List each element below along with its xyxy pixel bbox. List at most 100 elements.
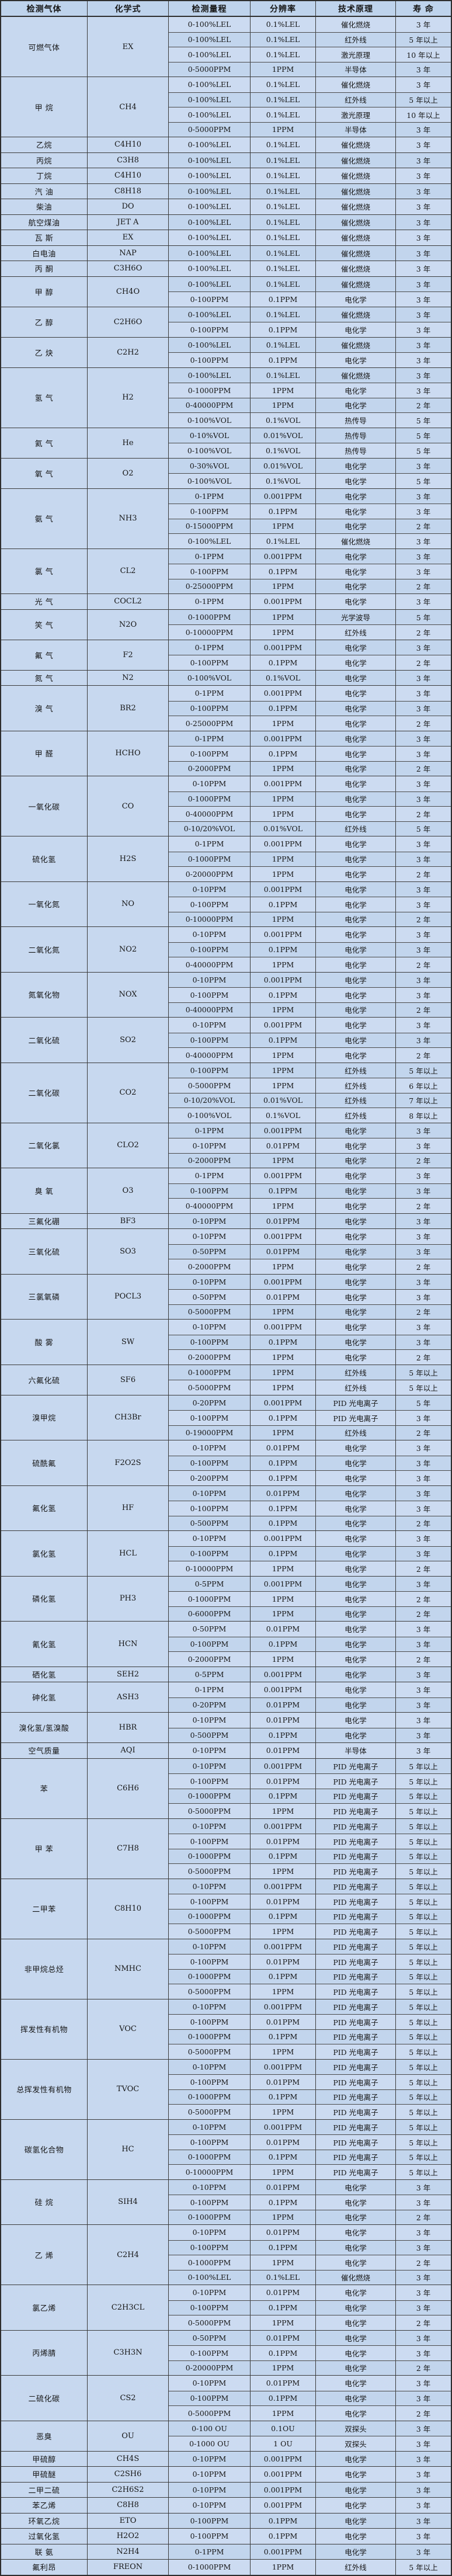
resolution-cell: 1PPM xyxy=(251,852,316,866)
range-cell: 0-10PPM xyxy=(169,2451,251,2466)
gas-name-cell: 甲 苯 xyxy=(1,1818,88,1879)
sensor-spec-row: 0-10000PPM 1PPM 电化学 2 年 xyxy=(169,911,451,926)
gas-group-row: 恶臭 OU 0-100 OU 0.1OU 双探头 3 年 0-1000 OU 1 OU 双探头 3… xyxy=(1,2421,451,2452)
resolution-cell: 1PPM xyxy=(251,625,316,640)
spec-subrows: 0-100%VOL 0.1%VOL 电化学 3 年 xyxy=(169,670,451,685)
resolution-cell: 0.001PPM xyxy=(251,1018,316,1033)
gas-group-row: 甲 醇 CH4O 0-100%LEL 0.1%LEL 催化燃烧 3 年 0-100PPM 0.… xyxy=(1,276,451,307)
sensor-spec-row: 0-100PPM 0.1PPM 电化学 3 年 xyxy=(169,352,451,367)
range-cell: 0-1000PPM xyxy=(169,1969,251,1984)
chemical-formula-cell: C2H6O xyxy=(88,307,169,337)
principle-cell: 电化学 xyxy=(316,1259,396,1274)
chemical-formula-cell: AQI xyxy=(88,1743,169,1758)
range-cell: 0-1000PPM xyxy=(169,2560,251,2575)
sensor-spec-row: 0-200PPM 0.1PPM 电化学 3 年 xyxy=(169,1470,451,1485)
range-cell: 0-50PPM xyxy=(169,1244,251,1259)
spec-subrows: 0-10PPM 0.001PPM 电化学 3 年 xyxy=(169,2482,451,2497)
lifespan-cell: 2 年 xyxy=(416,401,431,411)
range-cell: 0-15000PPM xyxy=(169,519,251,533)
range-cell: 0-100PPM xyxy=(169,1063,251,1078)
range-cell: 0-10000PPM xyxy=(169,1561,251,1576)
sensor-spec-row: 0-100PPM 0.1PPM 电化学 3 年 xyxy=(169,700,451,716)
gas-name-cell: 挥发性有机物 xyxy=(1,1999,88,2059)
spec-subrows: 0-10PPM 0.001PPM 电化学 3 年 0-100PPM 0.1PPM 电化学 3 … xyxy=(169,1320,451,1365)
resolution-cell: 0.01PPM xyxy=(251,1774,316,1789)
sensor-spec-row: 0-1000PPM 1PPM 光学波导 5 年 xyxy=(169,609,451,624)
lifespan-cell: 3 年 xyxy=(416,1459,431,1468)
gas-group-row: 氧 气 O2 0-30%VOL 0.01%VOL 电化学 3 年 0-100%VOL 0.1%… xyxy=(1,458,451,489)
principle-cell: PID 光电离子 xyxy=(316,1849,396,1863)
range-cell: 0-500PPM xyxy=(169,1728,251,1742)
lifespan-cell: 5 年以上 xyxy=(409,1807,438,1816)
sensor-spec-row: 0-1000PPM 1PPM 电化学 2 年 xyxy=(169,2255,451,2270)
lifespan-cell: 3 年 xyxy=(416,2485,431,2495)
lifespan-cell: 5 年 xyxy=(416,613,431,622)
lifespan-cell: 3 年 xyxy=(416,295,431,304)
lifespan-cell: 5 年以上 xyxy=(409,1942,438,1952)
resolution-cell: 0.1%LEL xyxy=(251,199,316,214)
sensor-spec-row: 0-25000PPM 1PPM 电化学 2 年 xyxy=(169,716,451,731)
gas-name-cell: 甲 烷 xyxy=(1,77,88,137)
resolution-cell: 0.1PPM xyxy=(251,1728,316,1742)
principle-cell: 电化学 xyxy=(316,807,396,821)
principle-cell: 激光原理 xyxy=(316,107,396,122)
gas-name-cell: 非甲烷总烃 xyxy=(1,1939,88,1999)
resolution-cell: 0.001PPM xyxy=(251,1939,316,1954)
chemical-formula-cell: NMHC xyxy=(88,1939,169,1999)
principle-cell: 电化学 xyxy=(316,1592,396,1606)
chemical-formula-cell: C3H8 xyxy=(88,152,169,168)
principle-cell: 电化学 xyxy=(316,2529,396,2544)
gas-group-row: 氟化氢 HF 0-10PPM 0.01PPM 电化学 3 年 0-100PPM 0.1PPM 电… xyxy=(1,1485,451,1531)
principle-cell: 催化燃烧 xyxy=(316,230,396,245)
sensor-spec-row: 0-500PPM 0.1PPM 电化学 3 年 xyxy=(169,1727,451,1742)
lifespan-cell: 5 年以上 xyxy=(409,1822,438,1831)
principle-cell: 电化学 xyxy=(316,2240,396,2255)
lifespan-cell: 5 年以上 xyxy=(409,1852,438,1862)
resolution-cell: 1PPM xyxy=(251,1592,316,1606)
chemical-formula-cell: COCL2 xyxy=(88,594,169,609)
principle-cell: 电化学 xyxy=(316,1637,396,1651)
principle-cell: 电化学 xyxy=(316,897,396,912)
resolution-cell: 0.001PPM xyxy=(251,972,316,987)
resolution-cell: 0.1%LEL xyxy=(251,2270,316,2285)
lifespan-cell: 3 年 xyxy=(416,218,431,227)
resolution-cell: 1PPM xyxy=(251,1380,316,1395)
sensor-spec-row: 0-50PPM 0.01PPM 电化学 3 年 xyxy=(169,1244,451,1259)
resolution-cell: 1PPM xyxy=(251,957,316,972)
range-cell: 0-10PPM xyxy=(169,1229,251,1244)
sensor-spec-row: 0-25000PPM 1PPM 电化学 2 年 xyxy=(169,578,451,593)
principle-cell: 电化学 xyxy=(316,2225,396,2240)
sensor-spec-row: 0-40000PPM 1PPM 电化学 2 年 xyxy=(169,1047,451,1063)
gas-name-cell: 二氧化氮 xyxy=(1,927,88,972)
lifespan-cell: 3 年 xyxy=(416,552,431,561)
principle-cell: 催化燃烧 xyxy=(316,152,396,168)
sensor-spec-row: 0-2000PPM 1PPM 电化学 2 年 xyxy=(169,1651,451,1667)
gas-group-row: 乙 炔 C2H2 0-100%LEL 0.1%LEL 催化燃烧 3 年 0-100PPM 0.… xyxy=(1,337,451,368)
range-cell: 0-100%LEL xyxy=(169,152,251,168)
gas-group-row: 一氧化氮 NO 0-10PPM 0.001PPM 电化学 3 年 0-100PPM 0.1PP… xyxy=(1,881,451,927)
principle-cell: 双探头 xyxy=(316,2436,396,2451)
principle-cell: 红外线 xyxy=(316,32,396,47)
lifespan-cell: 2 年 xyxy=(416,628,431,637)
range-cell: 0-100PPM xyxy=(169,1774,251,1789)
gas-name-cell: 空气质量 xyxy=(1,1743,88,1758)
principle-cell: 电化学 xyxy=(316,579,396,593)
spec-subrows: 0-1PPM 0.001PPM 电化学 3 年 0-100PPM 0.1PPM 电化学 3 年… xyxy=(169,1168,451,1213)
range-cell: 0-100PPM xyxy=(169,747,251,761)
sensor-spec-row: 0-100%LEL 0.1%LEL 催化燃烧 3 年 xyxy=(169,214,451,230)
resolution-cell: 0.1%VOL xyxy=(251,474,316,488)
gas-group-row: 总挥发性有机物 TVOC 0-10PPM 0.001PPM PID 光电离子 5 年以上 0… xyxy=(1,2059,451,2120)
sensor-spec-row: 0-100%LEL 0.1%LEL 催化燃烧 3 年 xyxy=(169,152,451,168)
principle-cell: 红外线 xyxy=(316,1078,396,1093)
principle-cell: 电化学 xyxy=(316,383,396,398)
column-header-gas: 检测气体 xyxy=(1,1,88,16)
lifespan-cell: 2 年 xyxy=(416,2409,431,2418)
lifespan-cell: 3 年 xyxy=(416,855,431,865)
gas-group-row: 溴化氢/氢溴酸 HBR 0-10PPM 0.01PPM 电化学 3 年 0-500PPM 0.… xyxy=(1,1713,451,1743)
resolution-cell: 0.1%LEL xyxy=(251,183,316,199)
principle-cell: PID 光电离子 xyxy=(316,1834,396,1849)
chemical-formula-cell: BR2 xyxy=(88,686,169,731)
gas-name-cell: 苯乙烯 xyxy=(1,2498,88,2513)
sensor-spec-row: 0-100PPM 0.1PPM 电化学 3 年 xyxy=(169,504,451,519)
resolution-cell: 1PPM xyxy=(251,1304,316,1319)
